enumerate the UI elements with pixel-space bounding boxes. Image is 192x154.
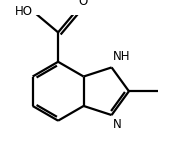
- Text: O: O: [79, 0, 88, 8]
- Text: HO: HO: [14, 5, 32, 18]
- Text: NH: NH: [113, 50, 131, 63]
- Text: N: N: [113, 118, 122, 131]
